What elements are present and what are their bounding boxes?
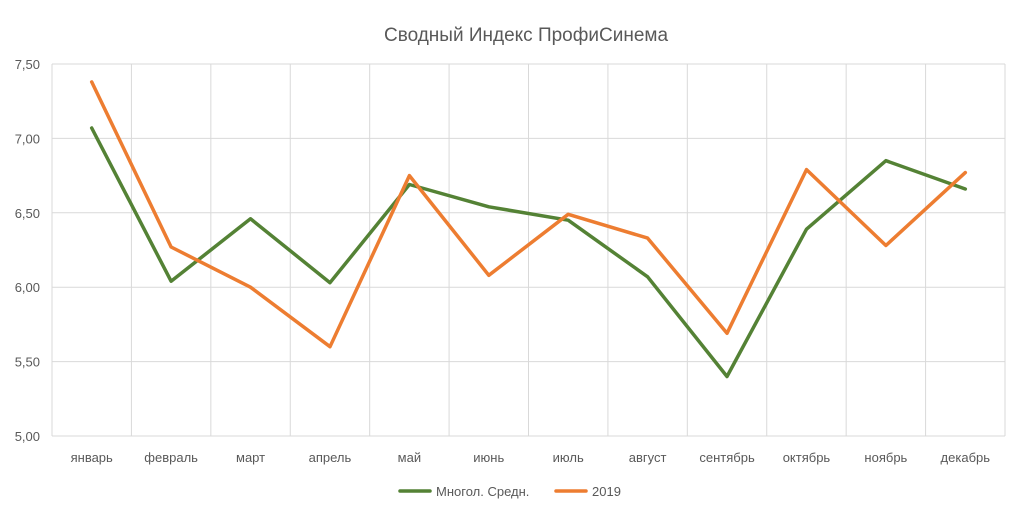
series-line-2 [89, 80, 968, 349]
x-axis-ticks: январь февраль март апрель май июнь июль август… [71, 450, 991, 465]
x-tick-label: октябрь [783, 450, 831, 465]
legend: Многол. Средн. 2019 [398, 484, 621, 499]
y-tick-label: 5,00 [15, 429, 40, 444]
legend-label: Многол. Средн. [436, 484, 529, 499]
x-tick-label: сентябрь [699, 450, 755, 465]
y-tick-label: 5,50 [15, 355, 40, 370]
x-tick-label: ноябрь [864, 450, 907, 465]
legend-label: 2019 [592, 484, 621, 499]
y-tick-label: 7,50 [15, 57, 40, 72]
x-tick-label: декабрь [941, 450, 991, 465]
x-tick-label: июль [553, 450, 584, 465]
x-tick-label: январь [71, 450, 113, 465]
x-tick-label: февраль [144, 450, 198, 465]
y-tick-label: 6,00 [15, 280, 40, 295]
series-lines [89, 80, 968, 379]
gridlines [51, 63, 1006, 437]
y-tick-label: 7,00 [15, 131, 40, 146]
x-tick-label: апрель [309, 450, 352, 465]
x-tick-label: март [236, 450, 265, 465]
x-tick-label: июнь [473, 450, 504, 465]
y-axis-ticks: 5,00 5,50 6,00 6,50 7,00 7,50 [15, 57, 40, 444]
y-tick-label: 6,50 [15, 206, 40, 221]
chart-title: Сводный Индекс ПрофиСинема [384, 25, 668, 46]
x-tick-label: май [398, 450, 421, 465]
x-tick-label: август [629, 450, 667, 465]
series-line-1 [89, 126, 968, 379]
